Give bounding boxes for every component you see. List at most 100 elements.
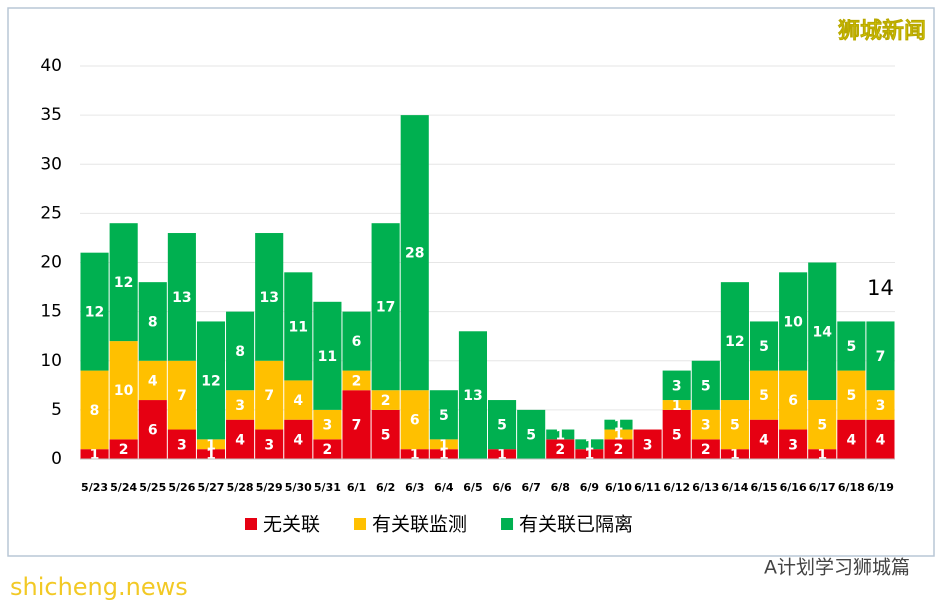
bar-segment xyxy=(196,439,226,450)
x-tick-label: 6/9 xyxy=(580,481,599,494)
data-label: 3 xyxy=(788,437,798,453)
bar-segment xyxy=(80,252,109,371)
bar-segment xyxy=(749,321,779,371)
data-label: 10 xyxy=(783,314,803,330)
bar-segment xyxy=(808,400,837,450)
bar-segment xyxy=(342,390,371,459)
data-label: 1 xyxy=(206,437,216,453)
data-label: 12 xyxy=(114,275,133,291)
data-label: 12 xyxy=(725,334,744,350)
data-label: 1 xyxy=(206,447,216,463)
bar-segment xyxy=(400,115,429,391)
x-tick-label: 5/27 xyxy=(197,481,224,494)
bar-segment xyxy=(371,223,400,391)
bar-segment xyxy=(720,282,749,401)
bar-segment xyxy=(284,272,313,381)
x-tick-label: 6/17 xyxy=(809,481,836,494)
y-tick-label: 25 xyxy=(40,203,62,223)
x-tick-label: 6/5 xyxy=(463,481,482,494)
bar-segment xyxy=(546,429,575,440)
data-label: 4 xyxy=(293,393,303,409)
bar-segment xyxy=(138,360,167,401)
bar-segment xyxy=(866,419,895,459)
data-label: 5 xyxy=(759,388,769,404)
data-label: 2 xyxy=(381,393,391,409)
data-label: 8 xyxy=(90,403,100,419)
bar-segment xyxy=(837,370,866,420)
data-label: 6 xyxy=(148,423,158,439)
data-label: 3 xyxy=(323,418,333,434)
x-tick-label: 6/2 xyxy=(376,481,395,494)
data-label: 28 xyxy=(405,246,424,262)
y-tick-label: 30 xyxy=(40,154,62,174)
bar-segment xyxy=(429,449,458,459)
bar-segment xyxy=(604,419,633,430)
bar-segment xyxy=(167,429,196,459)
legend-swatch xyxy=(245,518,257,530)
bar-segment xyxy=(196,321,226,440)
y-tick-label: 0 xyxy=(51,449,62,469)
data-label: 3 xyxy=(672,378,682,394)
data-label: 5 xyxy=(846,339,856,355)
data-label: 2 xyxy=(119,442,129,458)
y-tick-label: 15 xyxy=(40,302,62,322)
x-tick-label: 6/4 xyxy=(434,481,454,494)
legend-swatch xyxy=(354,518,367,530)
data-label: 1 xyxy=(817,447,827,463)
bar-segment xyxy=(749,370,779,420)
bar-segment xyxy=(80,370,109,450)
bar-segment xyxy=(604,429,633,440)
data-label: 5 xyxy=(817,418,827,434)
data-label: 4 xyxy=(876,432,886,448)
bar-segment xyxy=(255,429,284,459)
bar-segment xyxy=(662,400,691,410)
bar-segment xyxy=(138,282,167,361)
data-label: 1 xyxy=(439,437,449,453)
watermark-account: A计划学习狮城篇 xyxy=(764,557,910,579)
data-label: 6 xyxy=(788,393,798,409)
bar-segment xyxy=(575,449,604,459)
data-label: 2 xyxy=(701,442,711,458)
legend-label: 有关联已隔离 xyxy=(519,514,633,536)
x-tick-label: 6/12 xyxy=(663,481,690,494)
bar-segment xyxy=(604,439,633,459)
bar-segment xyxy=(808,262,837,401)
x-tick-label: 6/3 xyxy=(405,481,424,494)
legend-label: 有关联监测 xyxy=(372,514,467,536)
bar-segment xyxy=(779,272,808,371)
y-tick-label: 20 xyxy=(40,253,62,273)
bar-segment xyxy=(633,429,662,459)
bar-segment xyxy=(662,409,691,459)
x-tick-label: 5/26 xyxy=(168,481,195,494)
bar-segment xyxy=(720,449,749,459)
bar-segment xyxy=(342,370,371,391)
data-label: 5 xyxy=(701,378,711,394)
x-tick-label: 6/10 xyxy=(605,481,632,494)
legend-label: 无关联 xyxy=(263,514,320,536)
data-label: 1 xyxy=(730,447,740,463)
data-label: 5 xyxy=(846,388,856,404)
x-tick-label: 6/1 xyxy=(347,481,366,494)
data-label: 3 xyxy=(177,437,187,453)
data-label: 5 xyxy=(730,418,740,434)
data-label: 2 xyxy=(614,442,624,458)
data-label: 14 xyxy=(812,324,832,340)
data-label: 6 xyxy=(410,413,420,429)
bar-segment xyxy=(749,419,779,459)
bar-segment xyxy=(313,409,342,440)
bar-segment xyxy=(837,419,866,459)
data-label: 4 xyxy=(759,432,769,448)
x-tick-label: 6/8 xyxy=(551,481,570,494)
data-label: 4 xyxy=(235,432,245,448)
data-label: 1 xyxy=(614,427,624,443)
bar-segment xyxy=(167,360,196,430)
data-label: 3 xyxy=(264,437,274,453)
bar-segment xyxy=(662,370,691,401)
bar-segment xyxy=(546,439,575,459)
data-label: 3 xyxy=(643,437,653,453)
x-tick-label: 5/31 xyxy=(314,481,341,494)
x-tick-label: 5/29 xyxy=(256,481,283,494)
bar-segment xyxy=(226,419,255,459)
bar-segment xyxy=(167,233,196,361)
